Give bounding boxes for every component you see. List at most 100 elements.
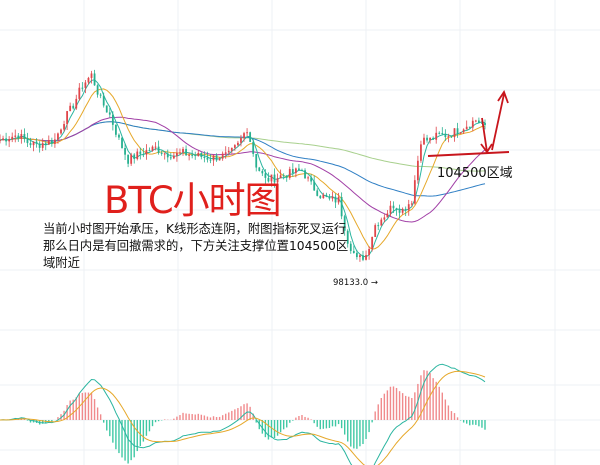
candle-body bbox=[105, 105, 108, 113]
moving-average-line bbox=[0, 79, 486, 258]
candle-body bbox=[139, 151, 142, 154]
candle-body bbox=[5, 138, 8, 142]
candle-body bbox=[282, 175, 285, 177]
candle-body bbox=[75, 98, 78, 109]
candle-body bbox=[298, 168, 300, 171]
candle-body bbox=[343, 216, 346, 231]
candle-body bbox=[8, 139, 11, 142]
candle-body bbox=[444, 133, 447, 138]
candle-body bbox=[179, 152, 181, 154]
candle-body bbox=[212, 155, 215, 161]
candle-body bbox=[230, 147, 233, 151]
candle-body bbox=[279, 175, 282, 179]
candle-body bbox=[264, 173, 267, 178]
candle-body bbox=[157, 146, 160, 153]
candle-body bbox=[291, 169, 294, 174]
candle-body bbox=[362, 255, 364, 260]
candle-body bbox=[447, 136, 450, 138]
candle-body bbox=[130, 154, 133, 164]
candle-body bbox=[484, 122, 486, 125]
candle-body bbox=[136, 151, 139, 160]
support-label: 104500区域 bbox=[437, 166, 513, 181]
candle-body bbox=[69, 105, 72, 112]
candle-body bbox=[456, 128, 459, 134]
candle-body bbox=[301, 170, 303, 172]
candle-body bbox=[276, 178, 279, 183]
candle-body bbox=[374, 225, 377, 237]
candle-body bbox=[310, 177, 313, 182]
note-line: 域附近 bbox=[43, 256, 80, 270]
candle-body bbox=[163, 153, 166, 155]
candle-body bbox=[401, 208, 404, 213]
candle-body bbox=[249, 132, 252, 142]
candle-body bbox=[371, 236, 374, 249]
candle-body bbox=[471, 120, 474, 128]
low-price-label: 98133.0 → bbox=[333, 278, 378, 288]
candle-body bbox=[215, 155, 218, 161]
candle-body bbox=[66, 111, 69, 125]
candle-body bbox=[20, 134, 23, 139]
candle-body bbox=[17, 135, 20, 139]
candle-body bbox=[118, 134, 120, 138]
support-line bbox=[427, 151, 510, 157]
candle-body bbox=[395, 208, 398, 210]
candle-body bbox=[453, 128, 456, 138]
candle-body bbox=[383, 217, 386, 220]
candle-body bbox=[38, 143, 41, 148]
candle-body bbox=[450, 136, 453, 138]
candle-body bbox=[121, 137, 123, 148]
candle-body bbox=[337, 197, 340, 203]
candle-body bbox=[176, 152, 178, 156]
candle-body bbox=[72, 105, 75, 109]
candle-body bbox=[304, 170, 306, 179]
candle-body bbox=[465, 126, 468, 130]
note-line: 当前小时图开始承压，K线形态连阴，附图指标死叉运行 bbox=[43, 222, 347, 236]
candle-body bbox=[14, 135, 17, 137]
candle-body bbox=[477, 120, 480, 123]
candle-body bbox=[365, 255, 367, 260]
candle-body bbox=[294, 168, 297, 174]
candle-body bbox=[413, 180, 416, 204]
candle-body bbox=[273, 174, 276, 183]
candle-body bbox=[26, 139, 29, 144]
down-arrow bbox=[481, 117, 488, 153]
macd-dea-line bbox=[0, 370, 486, 465]
candle-body bbox=[316, 190, 319, 196]
candle-body bbox=[368, 248, 370, 256]
candle-body bbox=[194, 155, 197, 157]
candle-body bbox=[32, 141, 35, 146]
candle-body bbox=[44, 143, 47, 145]
candle-body bbox=[2, 138, 4, 141]
candle-body bbox=[0, 140, 1, 142]
down-arrow-head bbox=[480, 143, 493, 154]
candle-body bbox=[404, 208, 407, 211]
moving-average-line bbox=[0, 88, 486, 250]
candle-body bbox=[423, 137, 425, 145]
candle-body bbox=[102, 95, 105, 106]
candle-body bbox=[218, 158, 221, 161]
candle-body bbox=[285, 175, 288, 178]
candle-body bbox=[441, 133, 444, 135]
candle-body bbox=[133, 154, 136, 160]
candle-body bbox=[57, 133, 59, 140]
candle-body bbox=[224, 152, 227, 154]
candle-body bbox=[432, 137, 435, 140]
candle-body bbox=[352, 250, 355, 254]
candle-body bbox=[325, 194, 328, 197]
candle-body bbox=[392, 205, 395, 209]
candle-body bbox=[389, 205, 392, 214]
candle-body bbox=[221, 153, 224, 159]
candle-body bbox=[438, 132, 441, 134]
candle-body bbox=[172, 155, 175, 159]
candle-body bbox=[78, 87, 81, 99]
candle-body bbox=[380, 219, 383, 226]
candle-body bbox=[261, 170, 264, 174]
candle-body bbox=[258, 167, 261, 171]
candle-body bbox=[197, 153, 200, 157]
chart-title: BTC小时图 bbox=[104, 179, 282, 222]
candle-body bbox=[474, 120, 477, 122]
candle-body bbox=[209, 159, 212, 161]
candle-body bbox=[151, 146, 154, 151]
candle-body bbox=[355, 253, 358, 258]
